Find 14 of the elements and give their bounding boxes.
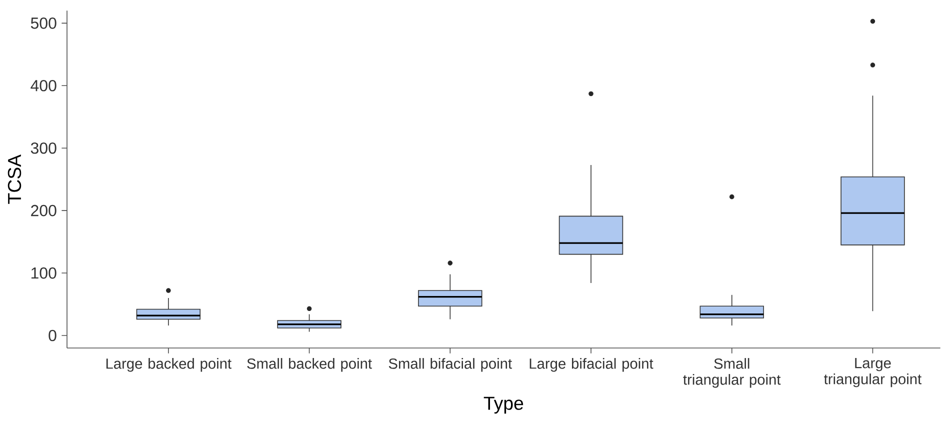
x-tick-label: Small bifacial point <box>388 358 512 372</box>
x-tick-label: Small backed point <box>247 358 372 372</box>
x-tick-label: Large triangular point <box>824 358 922 388</box>
x-tick-label: Large bifacial point <box>530 358 654 372</box>
y-tick-label: 500 <box>30 18 56 29</box>
x-tick-label: Small triangular point <box>683 358 781 388</box>
y-tick-label: 200 <box>31 204 56 216</box>
y-tick-label: 0 <box>48 330 56 342</box>
x-tick-label: Large backed point <box>106 358 232 372</box>
y-tick-label: 400 <box>30 80 56 92</box>
x-axis-title: Type <box>484 396 524 414</box>
y-tick-label: 300 <box>30 142 56 154</box>
y-axis-title: TCSA <box>8 154 22 204</box>
y-tick-label: 100 <box>31 267 56 279</box>
